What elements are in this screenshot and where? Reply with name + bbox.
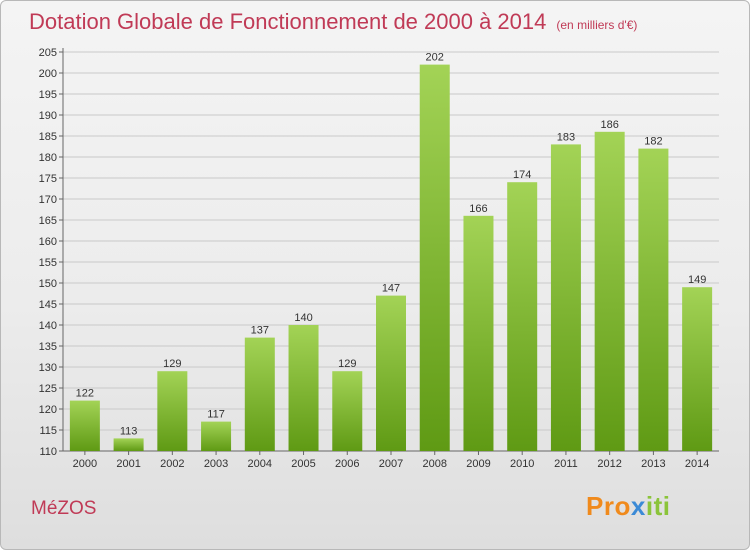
bar-2012	[594, 131, 625, 452]
data-label-2012: 186	[600, 119, 618, 131]
y-tick-label: 150	[39, 278, 57, 290]
bar-2004	[244, 337, 275, 451]
x-tick-label-2013: 2013	[641, 458, 665, 470]
y-tick-label: 205	[39, 47, 57, 59]
data-label-2014: 149	[688, 274, 706, 286]
x-tick-label-2000: 2000	[73, 458, 97, 470]
y-tick-label: 140	[39, 320, 57, 332]
bar-2009	[463, 215, 494, 451]
x-tick-label-2012: 2012	[597, 458, 621, 470]
commune-name: MéZOS	[31, 498, 97, 519]
data-label-2006: 129	[338, 358, 356, 370]
logo-letter: r	[603, 491, 615, 521]
data-label-2011: 183	[557, 131, 575, 143]
x-tick-label-2002: 2002	[160, 458, 184, 470]
y-tick-label: 195	[39, 89, 57, 101]
data-label-2013: 182	[644, 136, 662, 148]
logo-letter: t	[653, 491, 663, 521]
y-tick-label: 180	[39, 152, 57, 164]
logo-letter: i	[662, 491, 671, 521]
bar-2002	[157, 371, 188, 451]
data-label-2001: 113	[120, 425, 138, 437]
bar-2010	[507, 182, 538, 451]
y-tick-label: 160	[39, 236, 57, 248]
bar-2007	[376, 295, 406, 451]
bar-2001	[113, 438, 144, 451]
bar-2005	[288, 325, 319, 451]
x-tick-label-2011: 2011	[554, 458, 578, 470]
y-tick-label: 110	[39, 446, 57, 458]
y-tick-label: 120	[39, 404, 57, 416]
logo-letter: P	[586, 491, 604, 521]
x-tick-label-2010: 2010	[510, 458, 534, 470]
y-tick-label: 125	[39, 383, 57, 395]
y-tick-label: 185	[39, 131, 57, 143]
y-tick-label: 155	[39, 257, 57, 269]
data-label-2000: 122	[76, 388, 94, 400]
x-tick-label-2008: 2008	[422, 458, 446, 470]
x-tick-label-2004: 2004	[248, 458, 272, 470]
data-label-2003: 117	[207, 409, 225, 421]
y-tick-label: 165	[39, 215, 57, 227]
bar-2013	[638, 148, 669, 451]
bar-2014	[682, 287, 713, 451]
y-tick-label: 135	[39, 341, 57, 353]
data-label-2002: 129	[163, 358, 181, 370]
data-label-2004: 137	[251, 325, 269, 337]
y-tick-label: 190	[39, 110, 57, 122]
y-tick-label: 130	[39, 362, 57, 374]
data-label-2005: 140	[294, 312, 312, 324]
y-tick-label: 115	[39, 425, 57, 437]
data-label-2009: 166	[469, 203, 487, 215]
data-label-2007: 147	[382, 283, 400, 295]
x-tick-label-2009: 2009	[466, 458, 490, 470]
logo-letter: o	[614, 491, 631, 521]
chart-subtitle: (en milliers d'€)	[556, 18, 638, 32]
x-tick-label-2006: 2006	[335, 458, 359, 470]
x-tick-labels: 2000 2001 2002 2003 2004 2005 2006 2007 2008 2009…	[73, 458, 710, 470]
chart-title-text: Dotation Globale de Fonctionnement de 20…	[29, 9, 547, 34]
bar-2003	[201, 421, 232, 451]
proxiti-logo: Proxiti	[586, 491, 670, 522]
x-tick-label-2001: 2001	[116, 458, 140, 470]
y-tick-label: 170	[39, 194, 57, 206]
x-tick-label-2014: 2014	[685, 458, 709, 470]
y-tick-labels: 110 115 120 125 130 135 140 145 150 155 160 165 170 1…	[39, 47, 57, 458]
data-label-2008: 202	[426, 52, 444, 64]
x-tick-label-2007: 2007	[379, 458, 403, 470]
bar-2006	[332, 371, 363, 451]
logo-letter: i	[645, 491, 654, 521]
bar-2008	[419, 64, 450, 451]
bar-2000	[69, 400, 100, 451]
y-tick-label: 175	[39, 173, 57, 185]
data-labels: 122 113 129 117 137 140 129 147 202 166 174 183 186 1…	[76, 52, 707, 438]
x-tick-label-2003: 2003	[204, 458, 228, 470]
chart-title: Dotation Globale de Fonctionnement de 20…	[29, 9, 637, 35]
bars	[69, 64, 713, 452]
bar-2011	[550, 144, 581, 451]
y-tick-label: 145	[39, 299, 57, 311]
data-label-2010: 174	[513, 169, 531, 181]
y-tick-label: 200	[39, 68, 57, 80]
x-tick-label-2005: 2005	[291, 458, 315, 470]
logo-letter: x	[630, 491, 646, 521]
